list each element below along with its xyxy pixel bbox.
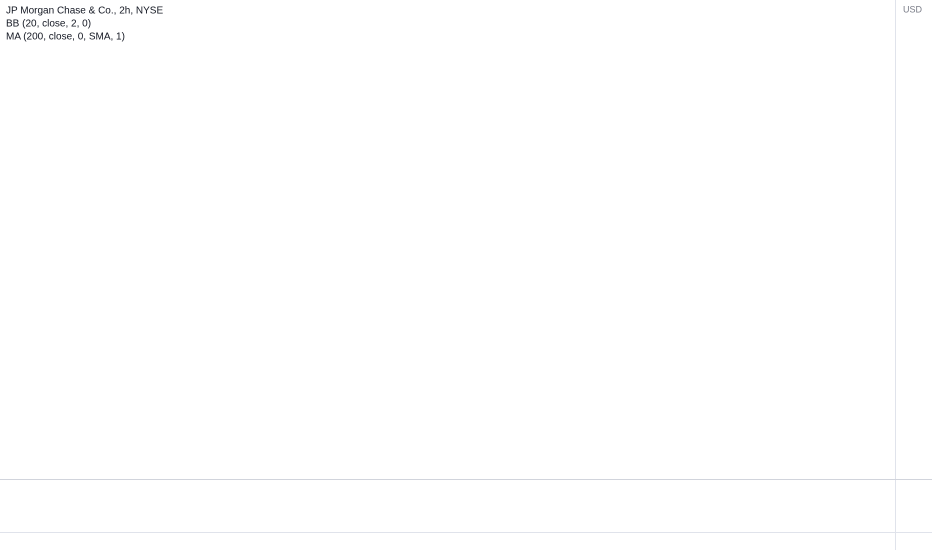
legend: JP Morgan Chase & Co., 2h, NYSE BB (20, …	[6, 6, 163, 43]
symbol-title: JP Morgan Chase & Co., 2h, NYSE	[6, 6, 163, 17]
currency-label: USD	[903, 4, 923, 14]
bb-legend: BB (20, close, 2, 0)	[6, 19, 91, 30]
ma-legend: MA (200, close, 0, SMA, 1)	[6, 32, 125, 43]
